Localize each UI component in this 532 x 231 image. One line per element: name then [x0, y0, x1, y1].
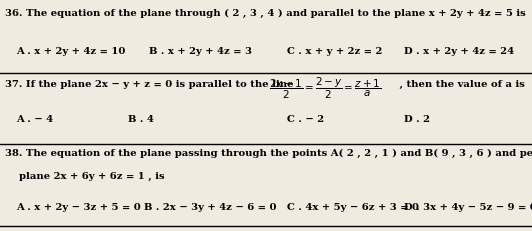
Text: D . x + 2y + 4z = 24: D . x + 2y + 4z = 24 [404, 47, 514, 56]
Text: D . 2: D . 2 [404, 116, 430, 125]
Text: A . x + 2y + 4z = 10: A . x + 2y + 4z = 10 [16, 47, 126, 56]
Text: plane 2x + 6y + 6z = 1 , is: plane 2x + 6y + 6z = 1 , is [19, 172, 164, 181]
Text: A . − 4: A . − 4 [16, 116, 53, 125]
Text: C . 4x + 5y − 6z + 3 = 0: C . 4x + 5y − 6z + 3 = 0 [287, 203, 419, 212]
Text: 37. If the plane 2x − y + z = 0 is parallel to the line: 37. If the plane 2x − y + z = 0 is paral… [5, 80, 297, 89]
Text: $\dfrac{2x-1}{2} = \dfrac{2-y}{2} = \dfrac{z+1}{a}$: $\dfrac{2x-1}{2} = \dfrac{2-y}{2} = \dfr… [269, 76, 381, 101]
Text: C . x + y + 2z = 2: C . x + y + 2z = 2 [287, 47, 383, 56]
Text: , then the value of a is: , then the value of a is [396, 80, 525, 89]
Text: D . 3x + 4y − 5z − 9 = 0: D . 3x + 4y − 5z − 9 = 0 [404, 203, 532, 212]
Text: A . x + 2y − 3z + 5 = 0: A . x + 2y − 3z + 5 = 0 [16, 203, 140, 212]
Text: 38. The equation of the plane passing through the points A( 2 , 2 , 1 ) and B( 9: 38. The equation of the plane passing th… [5, 149, 532, 158]
Text: C . − 2: C . − 2 [287, 116, 325, 125]
Text: 36. The equation of the plane through ( 2 , 3 , 4 ) and parallel to the plane x : 36. The equation of the plane through ( … [5, 9, 526, 18]
Text: B . 4: B . 4 [128, 116, 154, 125]
Text: B . x + 2y + 4z = 3: B . x + 2y + 4z = 3 [149, 47, 252, 56]
Text: B . 2x − 3y + 4z − 6 = 0: B . 2x − 3y + 4z − 6 = 0 [144, 203, 276, 212]
